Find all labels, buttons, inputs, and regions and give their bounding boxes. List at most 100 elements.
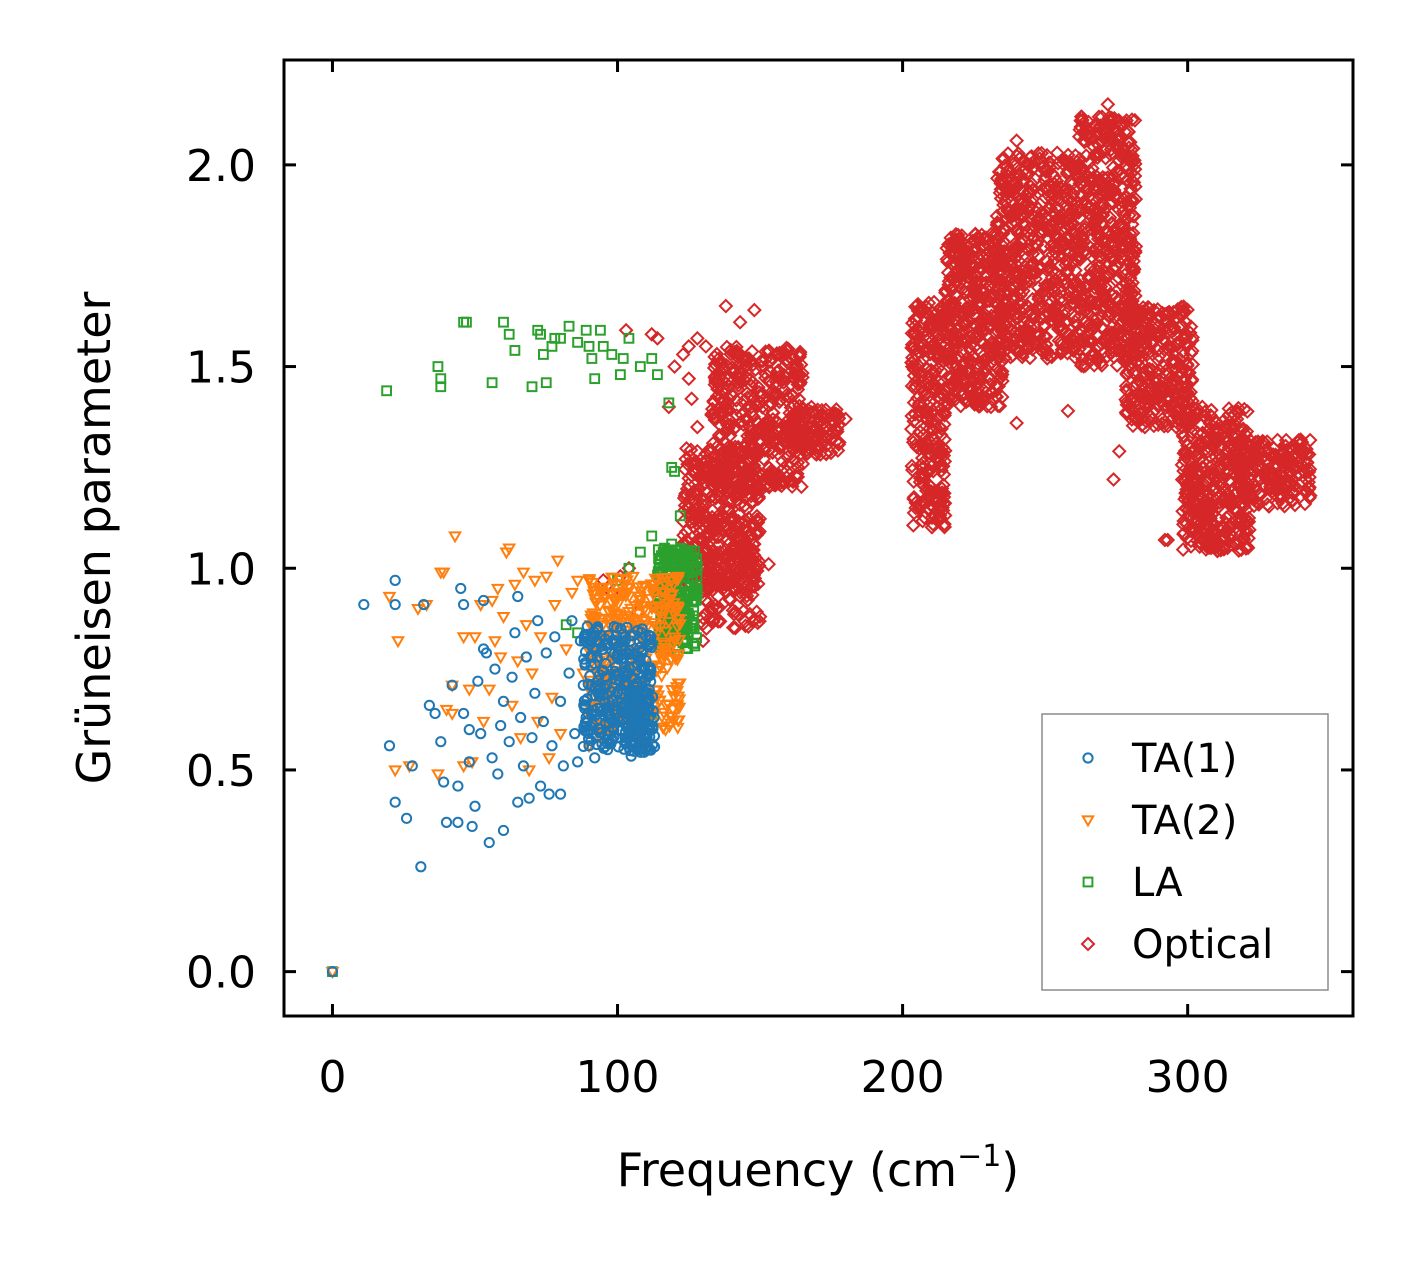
point-la xyxy=(687,566,699,578)
point-optical xyxy=(904,378,920,394)
point-optical xyxy=(1008,299,1023,315)
point-optical xyxy=(1097,289,1113,305)
point-optical xyxy=(1111,202,1127,218)
point-optical xyxy=(1072,249,1088,265)
point-optical xyxy=(918,304,934,320)
point-ta2 xyxy=(651,690,666,703)
point-ta1 xyxy=(588,704,601,716)
point-ta2 xyxy=(607,596,622,609)
point-ta2 xyxy=(628,601,643,614)
point-optical xyxy=(1090,279,1105,294)
point-ta1 xyxy=(624,630,636,642)
point-ta2 xyxy=(388,765,403,778)
point-optical xyxy=(1009,270,1025,286)
point-optical xyxy=(1246,498,1262,514)
point-optical xyxy=(983,399,999,415)
point-optical xyxy=(1051,184,1067,200)
point-optical xyxy=(926,490,942,506)
point-optical xyxy=(753,353,769,369)
point-optical xyxy=(1147,373,1163,389)
point-optical xyxy=(1123,322,1139,337)
point-optical xyxy=(721,475,737,491)
point-ta1 xyxy=(623,662,635,674)
point-optical xyxy=(937,516,952,532)
point-optical xyxy=(785,474,801,490)
point-optical xyxy=(1282,464,1298,480)
point-optical xyxy=(953,398,969,414)
point-optical xyxy=(1125,141,1141,156)
point-ta1 xyxy=(580,700,592,712)
point-optical xyxy=(989,215,1005,230)
point-optical xyxy=(1194,399,1210,415)
point-optical xyxy=(1160,532,1176,548)
point-optical xyxy=(991,336,1007,351)
point-ta2 xyxy=(656,722,671,735)
point-optical xyxy=(1250,434,1266,450)
point-optical xyxy=(729,345,744,361)
point-optical xyxy=(937,432,952,447)
point-optical xyxy=(709,522,725,538)
point-optical xyxy=(1236,401,1252,417)
point-optical xyxy=(1285,455,1301,471)
point-optical xyxy=(718,424,734,440)
point-optical xyxy=(716,393,732,409)
point-ta1 xyxy=(587,632,599,644)
point-optical xyxy=(1298,446,1314,462)
point-optical xyxy=(945,358,961,374)
point-optical xyxy=(1301,481,1317,497)
point-optical xyxy=(791,428,807,443)
point-optical xyxy=(776,367,792,383)
point-optical xyxy=(910,296,926,312)
point-optical xyxy=(1111,130,1127,146)
point-optical xyxy=(1006,291,1022,306)
point-la xyxy=(646,353,658,364)
point-ta2 xyxy=(507,579,522,592)
point-optical xyxy=(1124,315,1140,331)
point-la xyxy=(498,316,509,328)
point-optical xyxy=(1102,336,1118,352)
point-ta2 xyxy=(542,753,557,766)
point-ta2 xyxy=(527,575,542,588)
point-optical xyxy=(748,398,763,413)
point-optical xyxy=(1142,361,1157,377)
point-optical xyxy=(1059,276,1075,292)
point-optical xyxy=(995,151,1011,166)
point-optical xyxy=(761,556,777,572)
point-optical xyxy=(1122,134,1138,150)
point-optical xyxy=(996,337,1012,352)
point-optical xyxy=(1212,447,1228,463)
point-optical xyxy=(905,434,921,450)
point-optical xyxy=(1025,291,1040,307)
point-optical xyxy=(1198,542,1214,557)
point-ta2 xyxy=(670,722,685,735)
point-optical xyxy=(1015,346,1031,362)
point-optical xyxy=(1212,430,1227,446)
point-optical xyxy=(1007,180,1023,196)
point-optical xyxy=(750,525,766,541)
point-optical xyxy=(776,460,792,476)
point-ta2 xyxy=(672,614,687,627)
point-optical xyxy=(789,369,805,385)
point-optical xyxy=(792,344,808,360)
point-optical xyxy=(984,385,1000,401)
point-optical xyxy=(1106,317,1122,333)
point-optical xyxy=(729,400,745,416)
point-ta2 xyxy=(525,668,539,681)
point-optical xyxy=(952,236,967,252)
point-optical xyxy=(1128,363,1144,379)
point-optical xyxy=(1221,520,1236,535)
point-ta2 xyxy=(654,670,669,683)
point-optical xyxy=(789,408,804,424)
point-optical xyxy=(1103,298,1119,314)
point-optical xyxy=(994,278,1010,294)
point-optical xyxy=(1059,181,1074,197)
point-optical xyxy=(1297,496,1313,512)
point-optical xyxy=(745,440,760,456)
point-optical xyxy=(1053,284,1068,300)
point-optical xyxy=(1084,221,1100,237)
point-la xyxy=(540,377,552,389)
point-optical xyxy=(755,417,771,432)
point-optical xyxy=(935,458,951,474)
point-ta2 xyxy=(665,704,680,717)
point-optical xyxy=(737,541,752,557)
